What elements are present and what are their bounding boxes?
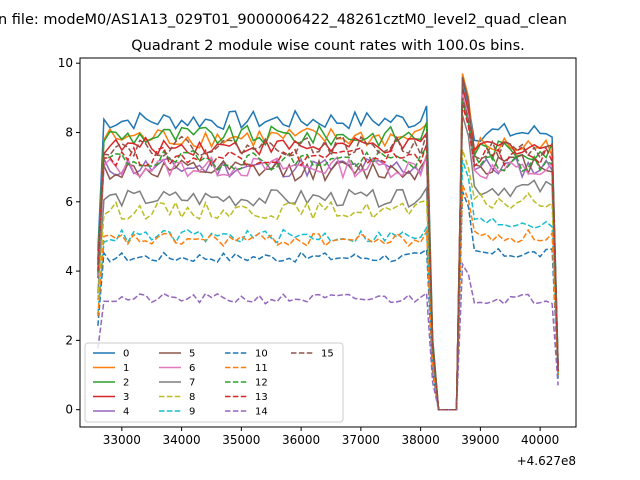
legend-label: 3 <box>123 392 129 403</box>
legend-label: 6 <box>189 363 195 374</box>
legend-label: 11 <box>255 363 268 374</box>
legend-label: 1 <box>123 363 129 374</box>
series-line-13 <box>97 104 559 411</box>
series-line-5 <box>97 76 559 411</box>
series-line-11 <box>97 184 559 411</box>
legend-label: 12 <box>255 378 268 389</box>
y-tick-label: 6 <box>65 195 73 209</box>
legend-box <box>84 342 344 423</box>
legend-label: 13 <box>255 392 268 403</box>
x-offset-label: +4.627e8 <box>517 454 576 468</box>
x-tick-label: 36000 <box>282 433 320 447</box>
y-tick-label: 4 <box>65 264 73 278</box>
legend-label: 4 <box>123 407 129 418</box>
legend-label: 10 <box>255 349 268 360</box>
legend-label: 7 <box>189 378 195 389</box>
series-line-15 <box>97 97 559 411</box>
series-line-6 <box>97 94 559 411</box>
legend-label: 14 <box>255 407 268 418</box>
legend-label: 2 <box>123 378 129 389</box>
figure-suptitle: n file: modeM0/AS1A13_029T01_9000006422_… <box>0 12 567 28</box>
series-line-14 <box>97 261 559 411</box>
y-axis: 0 2 4 6 8 10 <box>58 56 80 417</box>
x-tick-label: 33000 <box>103 433 141 447</box>
legend-label: 5 <box>189 349 195 360</box>
x-axis: 33000 34000 35000 36000 37000 38000 39000 40000 <box>103 427 559 447</box>
x-tick-label: 34000 <box>162 433 200 447</box>
series-line-2 <box>97 87 559 411</box>
chart-title: Quadrant 2 module wise count rates with … <box>131 38 525 54</box>
series-line-8 <box>97 149 559 411</box>
y-tick-label: 8 <box>65 125 73 139</box>
axes-frame <box>79 57 577 428</box>
legend-label: 8 <box>189 392 195 403</box>
legend-label: 9 <box>189 407 195 418</box>
series-line-12 <box>97 101 559 411</box>
x-tick-label: 37000 <box>342 433 380 447</box>
legend-label: 0 <box>123 349 129 360</box>
series-line-3 <box>97 87 559 411</box>
y-tick-label: 2 <box>65 333 73 347</box>
plot-area <box>97 73 559 411</box>
x-tick-label: 39000 <box>461 433 499 447</box>
y-tick-label: 0 <box>65 403 73 417</box>
x-tick-label: 35000 <box>222 433 260 447</box>
x-tick-label: 40000 <box>521 433 559 447</box>
x-tick-label: 38000 <box>402 433 440 447</box>
y-tick-label: 10 <box>58 56 73 70</box>
legend-label: 15 <box>321 349 334 360</box>
